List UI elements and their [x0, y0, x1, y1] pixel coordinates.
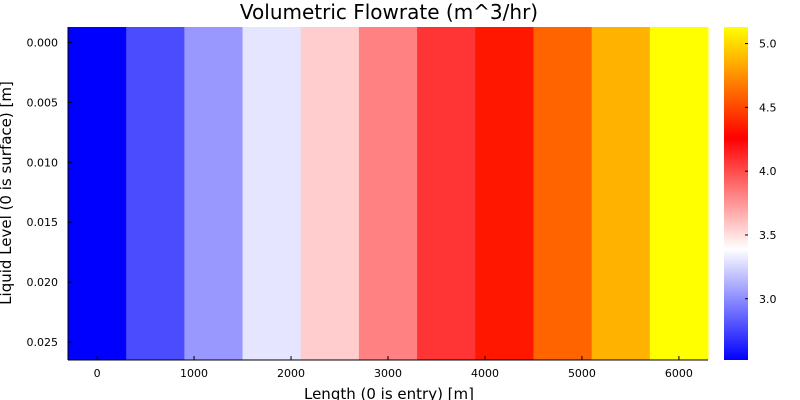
heatmap-cell [300, 27, 360, 360]
x-axis-label: Length (0 is entry) [m] [304, 385, 474, 400]
y-tick-label: 0.000 [27, 37, 59, 50]
heatmap-cell [68, 27, 127, 360]
x-tick-label: 6000 [665, 367, 693, 380]
x-tick-label: 1000 [180, 367, 208, 380]
heatmap-cell [533, 27, 593, 360]
heatmap-cell [184, 27, 244, 360]
x-tick-label: 0 [94, 367, 101, 380]
y-axis-label: Liquid Level (0 is surface) [m] [0, 81, 15, 305]
heatmap-cell [591, 27, 651, 360]
y-tick-label: 0.025 [27, 336, 59, 349]
heatmap-cell [242, 27, 302, 360]
heatmap-cell [358, 27, 418, 360]
x-tick-label: 3000 [374, 367, 402, 380]
y-tick-label: 0.020 [27, 276, 59, 289]
x-tick-label: 4000 [471, 367, 499, 380]
colorbar-tick-label: 5.0 [759, 38, 777, 51]
heatmap-cells [68, 27, 709, 360]
plot-axes: 0 1000 2000 3000 4000 5000 6000 0.000 0.005 0.010… [27, 27, 708, 380]
y-tick-label: 0.010 [27, 156, 59, 169]
colorbar-tick-label: 3.5 [759, 229, 777, 242]
colorbar-tick-label: 3.0 [759, 293, 777, 306]
chart-title: Volumetric Flowrate (m^3/hr) [240, 0, 538, 24]
heatmap-cell [475, 27, 534, 360]
colorbar: 3.0 3.5 4.0 4.5 5.0 [724, 27, 777, 360]
heatmap-cell [126, 27, 185, 360]
colorbar-tick-label: 4.0 [759, 165, 777, 178]
heatmap-cell [417, 27, 476, 360]
colorbar-gradient [724, 27, 748, 360]
heatmap-cell [649, 27, 709, 360]
x-tick-label: 5000 [568, 367, 596, 380]
y-tick-label: 0.015 [27, 216, 59, 229]
x-tick-label: 2000 [277, 367, 305, 380]
colorbar-tick-label: 4.5 [759, 101, 777, 114]
y-tick-label: 0.005 [27, 96, 59, 109]
